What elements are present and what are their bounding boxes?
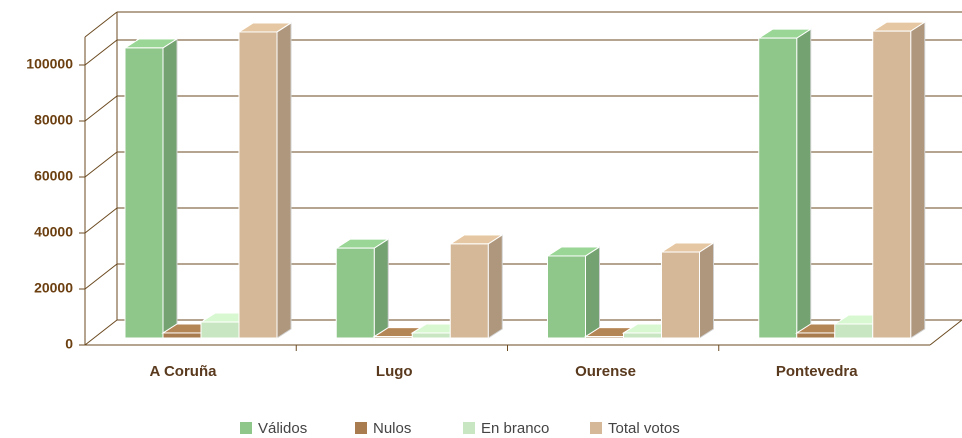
bar <box>123 38 179 339</box>
grid-line <box>84 151 962 178</box>
grid-line <box>84 207 962 234</box>
bar-front <box>200 321 240 339</box>
grid-line <box>84 39 962 66</box>
bar <box>757 28 813 339</box>
grid-line <box>84 95 962 122</box>
bar-front <box>124 47 164 339</box>
x-tick-label: Lugo <box>376 363 413 380</box>
axis-line <box>84 11 118 38</box>
bar-side <box>585 246 600 339</box>
axis-line <box>929 319 962 346</box>
legend-swatch <box>590 422 602 434</box>
y-tick-label: 60000 <box>34 168 73 184</box>
bar-front <box>585 336 624 339</box>
bar <box>334 238 390 339</box>
bar-front <box>411 332 451 339</box>
legend-label: En branco <box>481 420 549 437</box>
bar-side <box>373 238 389 339</box>
bar <box>448 234 504 339</box>
legend-swatch <box>463 422 475 434</box>
bar-front <box>373 336 413 339</box>
y-tick-label: 100000 <box>26 56 73 72</box>
x-tick-label: Pontevedra <box>776 363 858 380</box>
legend-label: Válidos <box>258 420 307 437</box>
x-tick-label: Ourense <box>575 363 636 380</box>
y-tick-label: 20000 <box>34 280 73 296</box>
bar <box>659 242 716 339</box>
bar-front <box>623 332 662 339</box>
bar <box>545 246 602 339</box>
bar-front <box>661 251 700 339</box>
y-tick-label: 80000 <box>34 112 73 128</box>
x-tick-label: A Coruña <box>150 363 218 380</box>
bar-side <box>699 242 714 339</box>
legend-label: Nulos <box>373 420 411 437</box>
bar-front <box>449 243 489 339</box>
legend-swatch <box>240 422 252 434</box>
legend-label: Total votos <box>608 420 680 437</box>
bar <box>237 22 293 339</box>
bar-front <box>758 37 798 339</box>
bar-side <box>487 234 503 339</box>
bar-front <box>796 332 836 339</box>
bar-front <box>834 323 874 339</box>
bar-front <box>872 30 912 339</box>
bar-side <box>276 22 292 339</box>
bar-front <box>162 332 202 339</box>
grid-line <box>84 263 962 290</box>
bar-side <box>162 38 178 339</box>
bar <box>871 21 927 339</box>
bar-side <box>910 21 926 339</box>
y-tick-label: 40000 <box>34 224 73 240</box>
bar-front <box>547 255 586 339</box>
bar-side <box>796 28 812 339</box>
bar-front <box>238 31 278 339</box>
legend-swatch <box>355 422 367 434</box>
bar-front <box>335 247 375 339</box>
y-tick-label: 0 <box>65 336 73 352</box>
